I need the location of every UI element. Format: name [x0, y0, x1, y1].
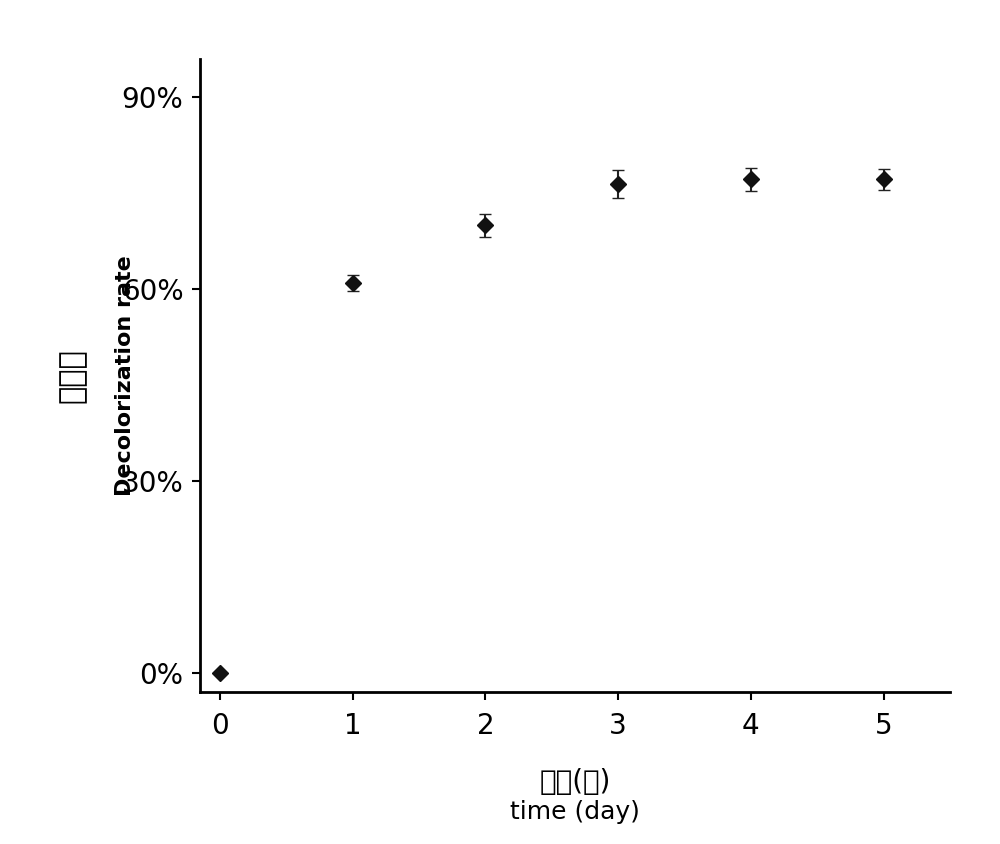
- Text: time (day): time (day): [510, 800, 640, 824]
- Text: 时间(天): 时间(天): [539, 768, 611, 796]
- Text: 脱色率: 脱色率: [58, 349, 87, 403]
- Text: Decolorization rate: Decolorization rate: [115, 255, 135, 496]
